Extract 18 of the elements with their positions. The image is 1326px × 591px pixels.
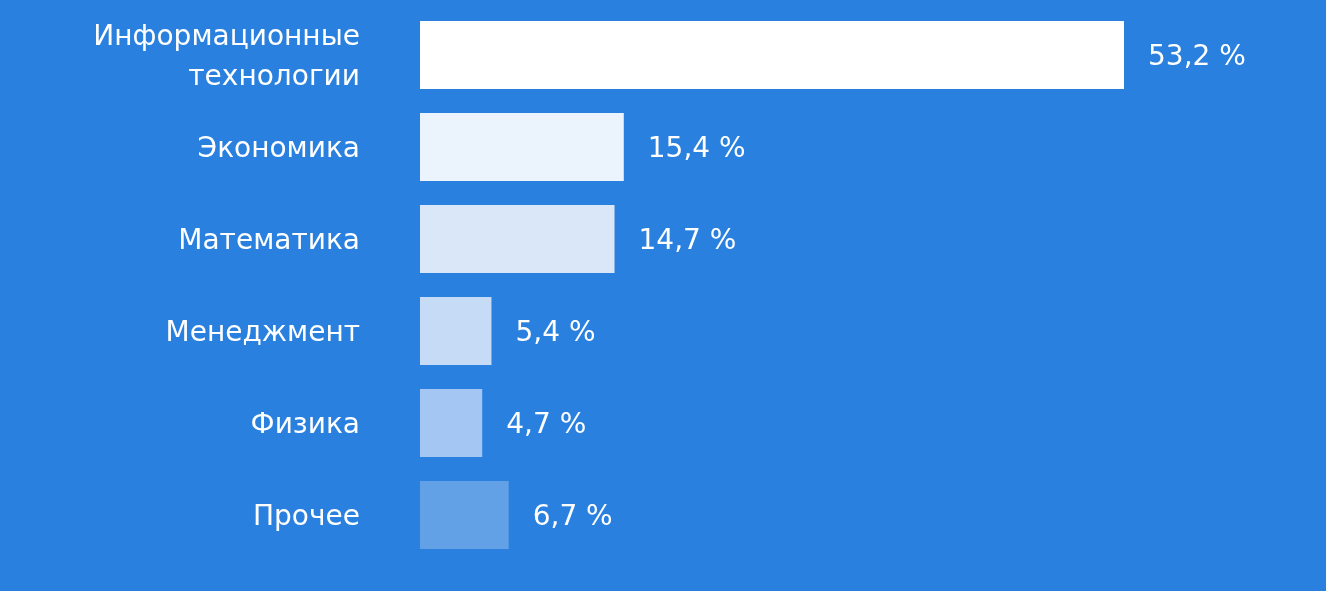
y-tick-label: Информационные технологии bbox=[93, 18, 360, 92]
y-tick-label: Физика bbox=[250, 406, 360, 440]
bar bbox=[420, 297, 492, 365]
y-tick-label: Менеджмент bbox=[165, 314, 360, 348]
data-label: 15,4 % bbox=[647, 130, 746, 164]
bar bbox=[420, 113, 624, 181]
data-label: 53,2 % bbox=[1148, 38, 1246, 72]
bar bbox=[420, 481, 509, 549]
bar bbox=[420, 21, 1124, 89]
data-label: 6,7 % bbox=[532, 498, 613, 532]
y-tick-label: Математика bbox=[178, 222, 360, 256]
y-tick-label: Экономика bbox=[197, 130, 360, 164]
bar bbox=[420, 205, 615, 273]
data-label: 5,4 % bbox=[515, 314, 596, 348]
data-label: 14,7 % bbox=[638, 222, 737, 256]
data-label: 4,7 % bbox=[506, 406, 587, 440]
y-tick-label: Прочее bbox=[253, 498, 360, 532]
bar bbox=[420, 389, 483, 457]
